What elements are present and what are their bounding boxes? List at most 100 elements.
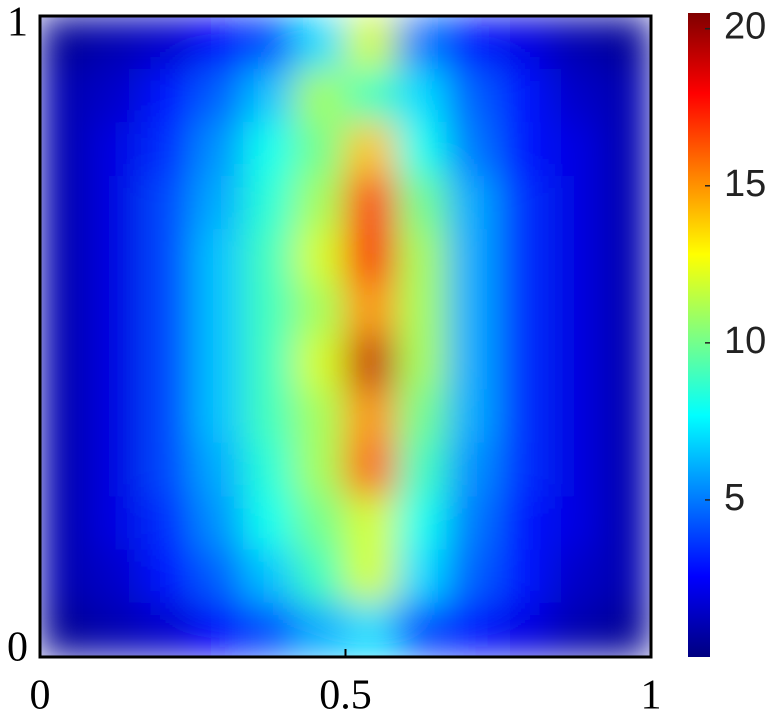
heat-cell bbox=[497, 68, 550, 124]
heat-cell bbox=[497, 122, 550, 177]
heat-cell bbox=[497, 336, 550, 391]
heat-cell bbox=[192, 496, 245, 551]
heat-cell bbox=[293, 496, 346, 551]
heat-cell bbox=[345, 442, 398, 498]
heat-cell bbox=[40, 122, 92, 177]
heat-cell bbox=[446, 68, 499, 124]
heat-cell bbox=[40, 229, 92, 284]
colorbar-tick-label: 10 bbox=[724, 320, 766, 362]
heat-cell bbox=[293, 549, 346, 605]
heat-cell bbox=[395, 389, 448, 444]
heat-cell bbox=[141, 282, 194, 337]
heat-cell bbox=[293, 602, 346, 657]
heat-cell bbox=[293, 68, 346, 124]
heat-cell bbox=[395, 336, 448, 391]
heat-cell bbox=[497, 602, 550, 657]
heat-cell bbox=[192, 549, 245, 605]
heat-cell bbox=[345, 282, 398, 337]
heat-cell bbox=[293, 389, 346, 444]
heat-cell bbox=[243, 549, 296, 605]
y-tick-label: 1 bbox=[7, 0, 28, 46]
heat-cell bbox=[548, 389, 601, 444]
heat-cell bbox=[141, 122, 194, 177]
heat-cell bbox=[497, 16, 550, 71]
heat-cell bbox=[243, 442, 296, 498]
heat-cell bbox=[345, 602, 398, 657]
heat-cell bbox=[90, 442, 143, 498]
heat-cell bbox=[90, 336, 143, 391]
heat-cell bbox=[40, 442, 92, 498]
heat-cell bbox=[243, 336, 296, 391]
heat-cell bbox=[293, 442, 346, 498]
heat-cell bbox=[599, 229, 651, 284]
heat-cell bbox=[90, 229, 143, 284]
heat-cell bbox=[90, 282, 143, 337]
heat-cell bbox=[599, 549, 651, 605]
heat-cell bbox=[548, 496, 601, 551]
heat-cell bbox=[40, 389, 92, 444]
heat-cell bbox=[395, 442, 448, 498]
heat-cell bbox=[446, 16, 499, 71]
heat-cell bbox=[243, 229, 296, 284]
heat-cell bbox=[141, 549, 194, 605]
heat-cell bbox=[243, 16, 296, 71]
heat-cell bbox=[345, 549, 398, 605]
heat-cell bbox=[90, 122, 143, 177]
heat-cell bbox=[192, 389, 245, 444]
heat-cell bbox=[90, 602, 143, 657]
heat-cell bbox=[293, 229, 346, 284]
heat-cell bbox=[548, 549, 601, 605]
heat-cell bbox=[141, 389, 194, 444]
heat-cell bbox=[497, 389, 550, 444]
heat-cell bbox=[345, 122, 398, 177]
heat-cell bbox=[40, 282, 92, 337]
heat-cell bbox=[192, 602, 245, 657]
heat-cell bbox=[345, 389, 398, 444]
heat-cell bbox=[548, 282, 601, 337]
heat-cell bbox=[141, 496, 194, 551]
heat-cell bbox=[395, 229, 448, 284]
x-tick-label: 0.5 bbox=[319, 673, 372, 719]
heat-cell bbox=[90, 389, 143, 444]
heat-cell bbox=[141, 229, 194, 284]
heat-cell bbox=[446, 549, 499, 605]
heat-cell bbox=[243, 602, 296, 657]
heat-cell bbox=[599, 175, 651, 231]
heat-cell bbox=[395, 549, 448, 605]
x-tick-label: 1 bbox=[641, 673, 662, 719]
heat-cell bbox=[395, 602, 448, 657]
heat-cell bbox=[345, 68, 398, 124]
heat-cell bbox=[497, 175, 550, 231]
heat-cell bbox=[548, 175, 601, 231]
heat-cell bbox=[345, 16, 398, 71]
heat-cell bbox=[293, 16, 346, 71]
heat-cell bbox=[345, 229, 398, 284]
heat-cell bbox=[395, 68, 448, 124]
heat-cell bbox=[395, 16, 448, 71]
heat-cell bbox=[497, 229, 550, 284]
heat-cell bbox=[192, 229, 245, 284]
heat-cell bbox=[599, 122, 651, 177]
heat-cell bbox=[497, 496, 550, 551]
heat-cell bbox=[40, 496, 92, 551]
heat-cell bbox=[599, 442, 651, 498]
heat-cell bbox=[293, 336, 346, 391]
heat-cell bbox=[548, 442, 601, 498]
heat-cell bbox=[243, 389, 296, 444]
heat-cell bbox=[293, 175, 346, 231]
heat-cell bbox=[141, 16, 194, 71]
heat-cell bbox=[40, 175, 92, 231]
heat-cell bbox=[345, 496, 398, 551]
heat-cell bbox=[192, 442, 245, 498]
heat-cell bbox=[243, 496, 296, 551]
heat-cell bbox=[599, 496, 651, 551]
heat-cell bbox=[395, 496, 448, 551]
heat-cell bbox=[40, 549, 92, 605]
heat-cell bbox=[141, 442, 194, 498]
heat-cell bbox=[548, 229, 601, 284]
heat-cell bbox=[192, 175, 245, 231]
heat-cell bbox=[192, 68, 245, 124]
heat-cell bbox=[90, 549, 143, 605]
heat-cell bbox=[90, 68, 143, 124]
